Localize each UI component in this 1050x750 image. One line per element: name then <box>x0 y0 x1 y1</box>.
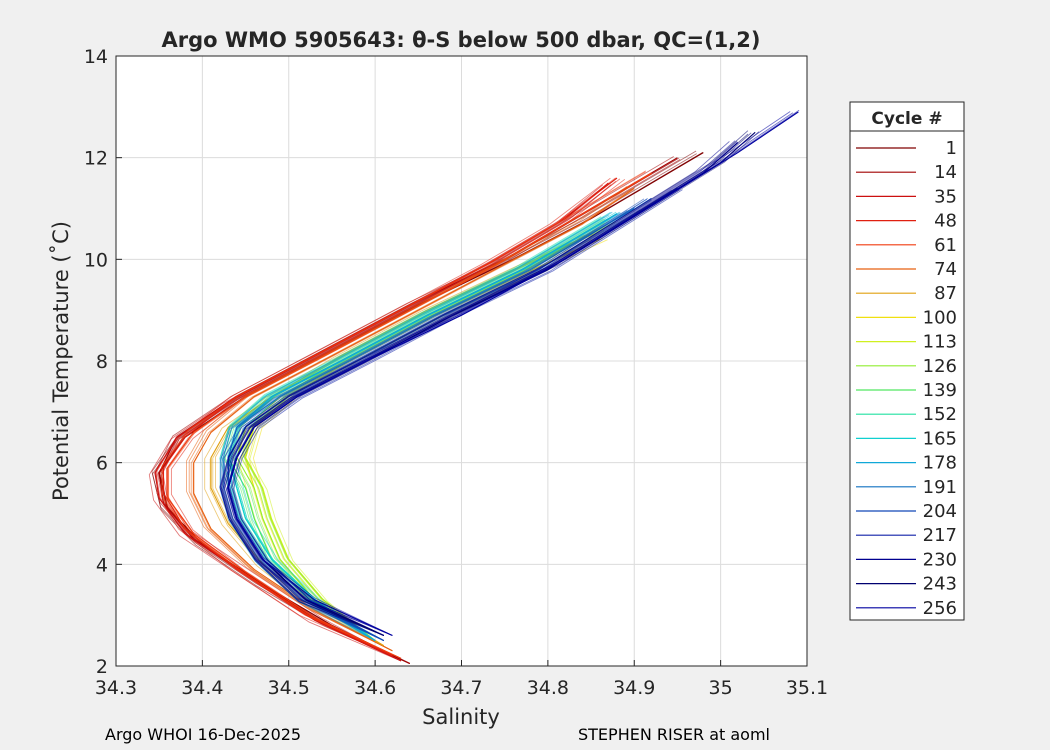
series-line-shadow <box>228 109 800 636</box>
legend-label-191: 191 <box>923 477 957 498</box>
legend-label-152: 152 <box>923 404 957 425</box>
x-tick-label: 34.3 <box>95 677 137 699</box>
series-line-shadow <box>156 177 611 657</box>
legend-label-100: 100 <box>923 307 957 328</box>
legend-label-126: 126 <box>923 356 957 377</box>
footer-right: STEPHEN RISER at aoml <box>578 725 770 744</box>
legend-label-178: 178 <box>923 453 957 474</box>
legend-label-48: 48 <box>934 211 957 232</box>
series-line-shadow <box>219 111 791 636</box>
legend-label-139: 139 <box>923 380 957 401</box>
legend-label-256: 256 <box>923 598 957 619</box>
footer-left: Argo WHOI 16-Dec-2025 <box>105 725 302 744</box>
legend-label-87: 87 <box>934 283 957 304</box>
legend: Cycle # 11435486174871001131261391521651… <box>849 101 965 621</box>
series-line-shadow <box>188 186 630 652</box>
y-tick-label: 12 <box>84 148 108 170</box>
series-line-shadow <box>227 199 652 642</box>
legend-label-230: 230 <box>923 549 957 570</box>
series-layer <box>148 109 800 664</box>
series-line-shadow <box>231 131 760 636</box>
legend-label-1: 1 <box>946 138 957 159</box>
ticks: 34.3 34.4 34.5 34.6 34.7 34.8 34.9 35 35.1 2 4 6 8 10… <box>84 46 828 699</box>
series-line-shadow <box>190 188 632 652</box>
legend-label-35: 35 <box>934 186 957 207</box>
y-tick-label: 6 <box>96 453 108 475</box>
legend-label-74: 74 <box>934 259 957 280</box>
series-line-cycle-256 <box>227 111 799 637</box>
series-line-cycle-61 <box>167 172 652 659</box>
x-tick-label: 34.7 <box>440 677 482 699</box>
legend-label-14: 14 <box>934 162 957 183</box>
x-tick-label: 35.1 <box>786 677 828 699</box>
chart-title: Argo WMO 5905643: θ-S below 500 dbar, QC… <box>162 28 761 52</box>
legend-title: Cycle # <box>871 109 942 129</box>
legend-label-217: 217 <box>923 525 957 546</box>
legend-label-113: 113 <box>923 332 957 353</box>
legend-box <box>849 101 965 621</box>
y-tick-label: 10 <box>84 249 108 271</box>
legend-label-204: 204 <box>923 501 957 522</box>
series-line-shadow <box>161 171 646 659</box>
x-tick-label: 34.6 <box>354 677 396 699</box>
x-tick-label: 35 <box>709 677 733 699</box>
series-line-shadow <box>204 234 585 647</box>
legend-label-61: 61 <box>934 235 957 256</box>
y-tick-label: 8 <box>96 351 108 373</box>
y-tick-label: 4 <box>96 554 108 576</box>
series-line-shadow <box>186 186 628 652</box>
x-tick-label: 34.9 <box>613 677 655 699</box>
series-line-cycle-74 <box>193 187 635 652</box>
x-axis-label: Salinity <box>422 705 500 729</box>
legend-label-165: 165 <box>923 428 957 449</box>
x-tick-label: 34.8 <box>527 677 569 699</box>
y-tick-label: 14 <box>84 46 108 68</box>
y-axis-label: Potential Temperature (˚C) <box>49 221 73 501</box>
x-tick-label: 34.5 <box>268 677 310 699</box>
series-line-shadow <box>222 112 794 636</box>
y-tick-label: 2 <box>96 656 108 678</box>
x-tick-label: 34.4 <box>181 677 223 699</box>
legend-label-243: 243 <box>923 574 957 595</box>
legend-entries: 1 14 35 48 61 74 87 100 113 126 139 152 165 178 191 204… <box>856 138 957 619</box>
